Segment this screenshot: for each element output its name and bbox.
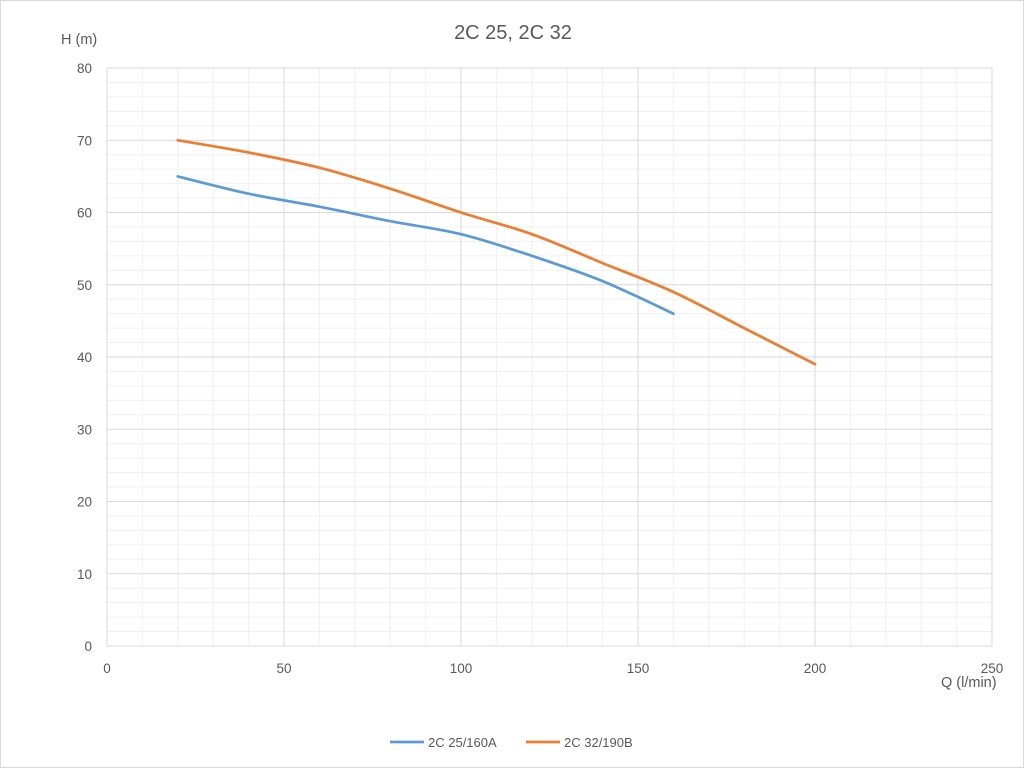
x-tick-label: 150 [627,661,650,676]
y-tick-label: 50 [77,278,92,293]
y-axis-title: H (m) [61,32,97,48]
y-tick-label: 40 [77,350,92,365]
legend: 2C 25/160A 2C 32/190B [390,735,633,750]
x-tick-label: 100 [450,661,473,676]
series-line-1 [176,175,675,316]
plot-area-border [106,67,993,647]
x-tick-label: 250 [981,661,1004,676]
x-tick-label: 200 [804,661,827,676]
y-tick-label: 20 [77,495,92,510]
legend-label-2: 2C 32/190B [564,735,633,750]
x-tick-label: 50 [276,661,291,676]
y-axis-ticks: 0 10 20 30 40 50 60 70 80 [77,61,92,654]
x-axis-title: Q (l/min) [941,675,997,691]
legend-label-1: 2C 25/160A [428,735,497,750]
x-axis-ticks: 0 50 100 150 200 250 [103,661,1003,676]
y-tick-label: 30 [77,422,92,437]
y-tick-label: 80 [77,61,92,76]
y-tick-label: 0 [84,639,92,654]
y-tick-label: 10 [77,567,92,582]
y-tick-label: 70 [77,133,92,148]
y-tick-label: 60 [77,206,92,221]
major-gridlines [106,67,993,647]
series-lines [176,138,817,366]
chart-title: 2C 25, 2C 32 [454,22,572,44]
x-tick-label: 0 [103,661,111,676]
series-line-2 [176,138,817,366]
